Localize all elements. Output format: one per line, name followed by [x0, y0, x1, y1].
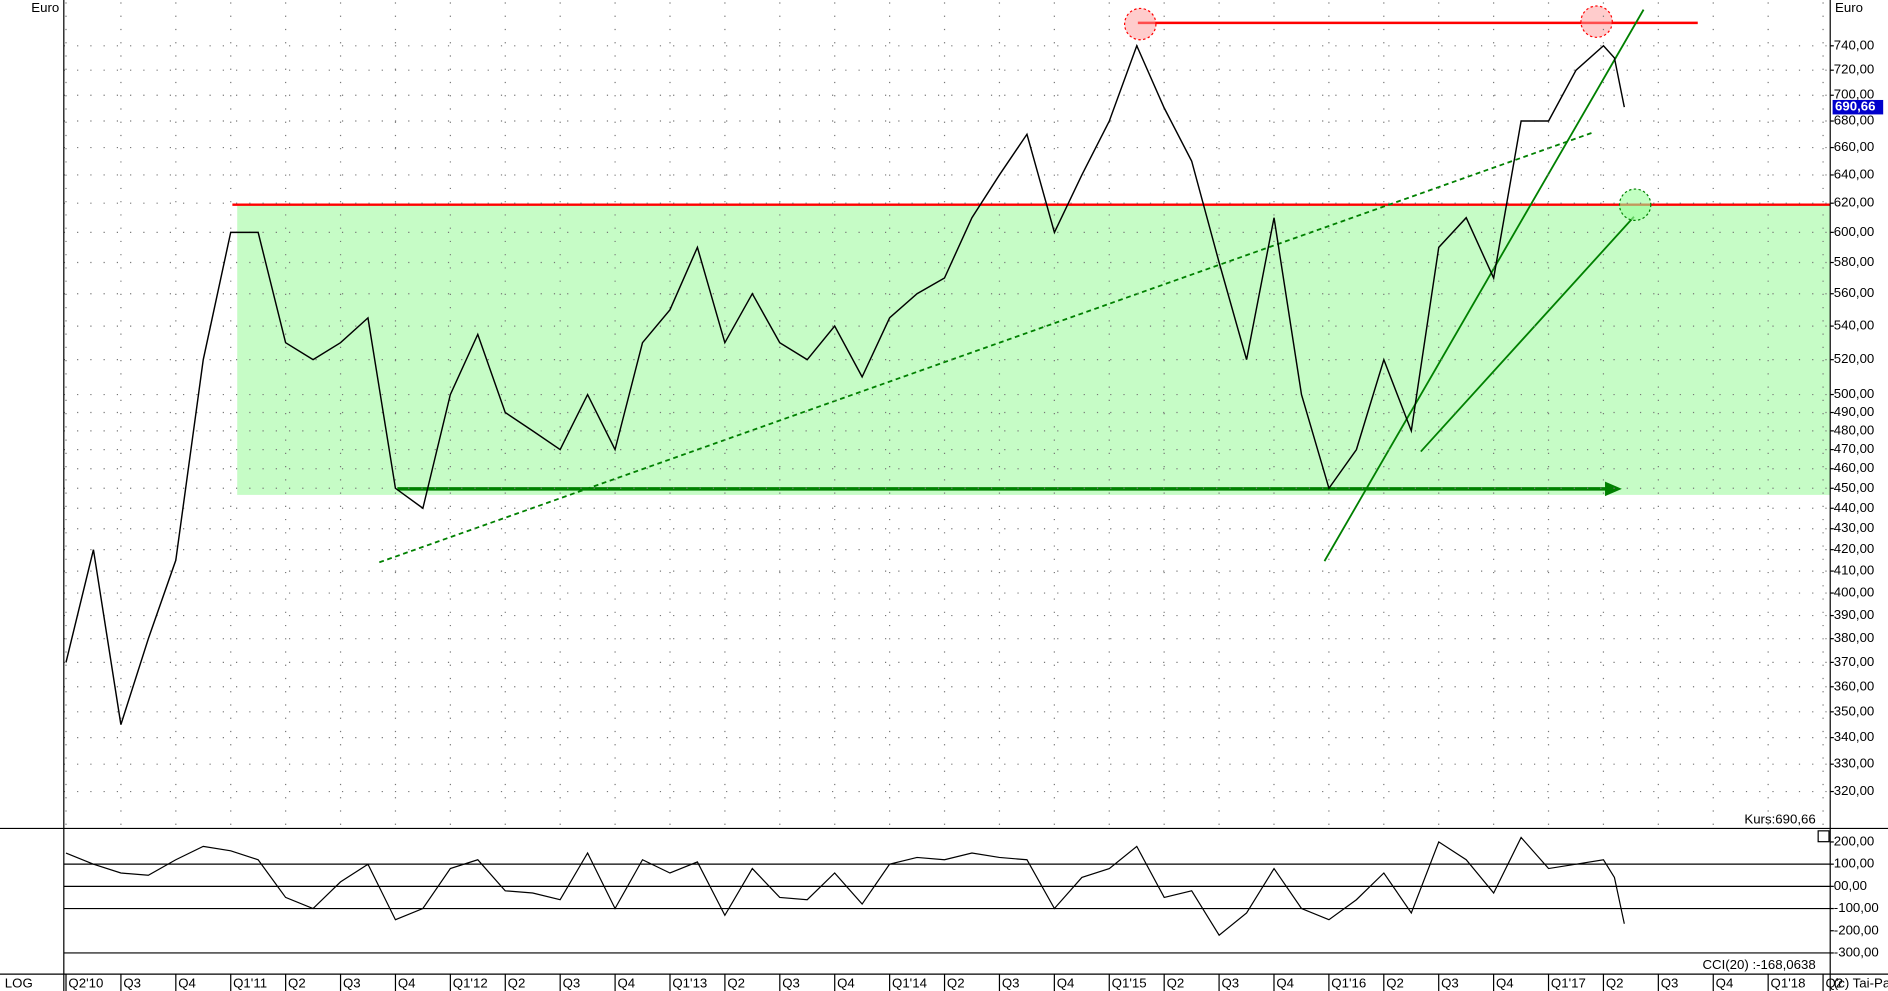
- y-tick-label: 440,00: [1834, 500, 1874, 515]
- marker-circle: [1618, 188, 1652, 221]
- unit-label: Euro: [1835, 0, 1863, 15]
- close-button[interactable]: [1817, 830, 1830, 843]
- range-zone: [237, 204, 1831, 495]
- x-tick-label: Q4: [1496, 975, 1514, 990]
- cci-line: [65, 836, 1625, 937]
- y-tick-label: 600,00: [1834, 224, 1874, 239]
- x-tick-label: Q1'11: [233, 975, 267, 990]
- x-tick-label: Q2'10: [68, 975, 103, 990]
- x-tick-label: Q1'14: [892, 975, 927, 990]
- y-tick-label: 360,00: [1834, 678, 1874, 693]
- y-tick-label: 100,00: [1834, 856, 1874, 871]
- x-tick-label: Q1'16: [1331, 975, 1366, 990]
- y-tick-label: -100,00: [1834, 900, 1879, 915]
- trend-line: [1420, 216, 1635, 453]
- y-tick-label: 460,00: [1834, 460, 1874, 475]
- marker-circle: [1580, 5, 1613, 38]
- trend-line: [1323, 9, 1645, 562]
- x-tick-label: Q4: [1716, 975, 1734, 990]
- last-price-label: 690,66: [1835, 99, 1875, 114]
- y-tick-label: 480,00: [1834, 422, 1874, 437]
- y-tick-label: -200,00: [1834, 922, 1879, 937]
- x-tick-label: Q4: [837, 975, 855, 990]
- scale-label: LOG: [5, 975, 33, 990]
- y-tick-label: 410,00: [1834, 563, 1874, 578]
- x-tick-label: Q1'12: [453, 975, 488, 990]
- y-tick-label: 580,00: [1834, 254, 1874, 269]
- x-tick-label: Q1'13: [672, 975, 707, 990]
- price-label: Kurs:690,66: [1744, 812, 1815, 827]
- y-tick-label: 350,00: [1834, 703, 1874, 718]
- x-tick-label: Q2: [947, 975, 965, 990]
- x-tick-label: Q1'15: [1112, 975, 1147, 990]
- y-tick-label: 660,00: [1834, 139, 1874, 154]
- x-tick-label: Q2: [1167, 975, 1185, 990]
- y-tick-label: 320,00: [1834, 783, 1874, 798]
- x-tick-label: Q4: [178, 975, 196, 990]
- x-tick-label: Q3: [343, 975, 361, 990]
- unit-label: Euro: [31, 0, 59, 15]
- x-tick-label: Q3: [1661, 975, 1679, 990]
- y-tick-label: 00,00: [1834, 878, 1867, 893]
- x-tick-label: Q3: [1441, 975, 1459, 990]
- last-price-box: [1832, 99, 1884, 115]
- y-tick-label: 330,00: [1834, 756, 1874, 771]
- y-tick-label: 370,00: [1834, 654, 1874, 669]
- y-tick-label: 680,00: [1834, 113, 1874, 128]
- y-tick-label: 430,00: [1834, 520, 1874, 535]
- y-tick-label: 420,00: [1834, 541, 1874, 556]
- y-tick-label: 400,00: [1834, 585, 1874, 600]
- y-tick-label: 560,00: [1834, 285, 1874, 300]
- x-tick-label: Q4: [618, 975, 636, 990]
- x-tick-label: Q2: [288, 975, 306, 990]
- y-tick-label: 340,00: [1834, 729, 1874, 744]
- x-tick-label: Q2: [1386, 975, 1404, 990]
- x-tick-label: Q2: [1606, 975, 1624, 990]
- marker-circle: [1124, 7, 1157, 41]
- y-tick-label: 500,00: [1834, 386, 1874, 401]
- x-tick-label: Q1'17: [1551, 975, 1586, 990]
- copyright: (c) Tai-Pa: [1834, 975, 1888, 990]
- cci-label: CCI(20) :-168,0638: [1702, 957, 1815, 972]
- y-tick-label: 390,00: [1834, 607, 1874, 622]
- y-tick-label: 200,00: [1834, 833, 1874, 848]
- x-tick-label: Q3: [1002, 975, 1020, 990]
- trend-line: [378, 131, 1594, 564]
- x-tick-label: Q4: [1057, 975, 1075, 990]
- y-tick-label: 700,00: [1834, 87, 1874, 102]
- y-tick-label: 450,00: [1834, 480, 1874, 495]
- x-tick-label: Q2: [1825, 975, 1843, 990]
- x-tick-label: Q2: [508, 975, 526, 990]
- y-tick-label: 520,00: [1834, 351, 1874, 366]
- y-tick-label: -300,00: [1834, 944, 1879, 959]
- y-tick-label: 640,00: [1834, 166, 1874, 181]
- x-tick-label: Q3: [1221, 975, 1239, 990]
- y-tick-label: 720,00: [1834, 62, 1874, 77]
- price-line: [65, 43, 1626, 725]
- y-tick-label: 740,00: [1834, 37, 1874, 52]
- x-tick-label: Q2: [727, 975, 745, 990]
- y-tick-label: 470,00: [1834, 441, 1874, 456]
- x-tick-label: Q4: [1276, 975, 1294, 990]
- y-tick-label: 490,00: [1834, 404, 1874, 419]
- y-tick-label: 620,00: [1834, 195, 1874, 210]
- x-tick-label: Q1'18: [1771, 975, 1806, 990]
- y-tick-label: 540,00: [1834, 318, 1874, 333]
- x-tick-label: Q3: [782, 975, 800, 990]
- y-tick-label: 380,00: [1834, 630, 1874, 645]
- x-tick-label: Q4: [398, 975, 416, 990]
- x-tick-label: Q3: [123, 975, 141, 990]
- x-tick-label: Q3: [563, 975, 581, 990]
